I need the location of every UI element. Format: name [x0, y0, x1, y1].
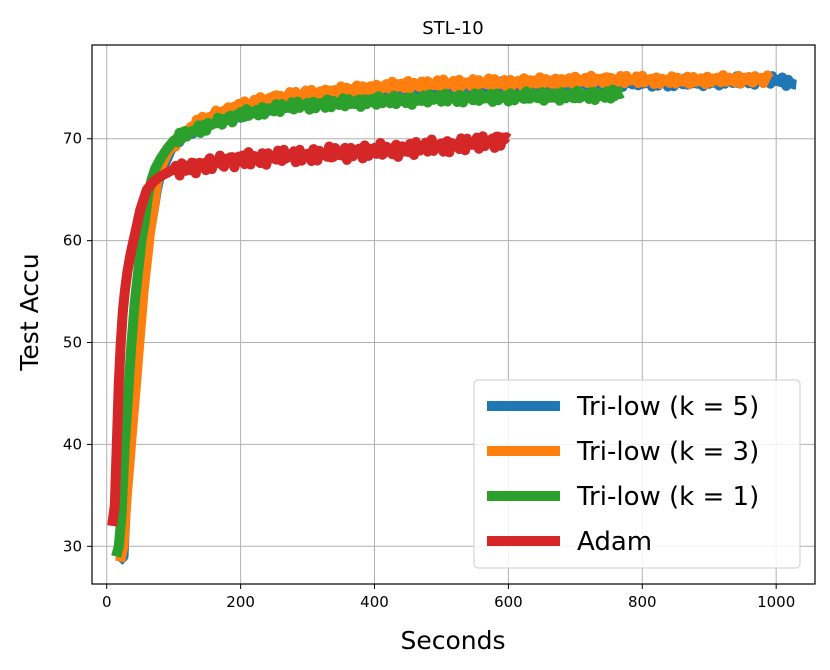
y-tick-label: 30 [63, 537, 82, 555]
x-tick-label: 200 [226, 593, 255, 611]
legend: Tri-low (k = 5) Tri-low (k = 3) Tri-low (k… [473, 379, 801, 569]
y-tick-label: 70 [63, 130, 82, 148]
y-axis-title: Test Accu [15, 253, 44, 371]
x-tick-label: 800 [628, 593, 657, 611]
x-tick-label: 600 [494, 593, 523, 611]
legend-label: Tri-low (k = 1) [576, 482, 759, 512]
legend-box [473, 379, 801, 569]
series-line [111, 84, 626, 558]
x-axis-title: Seconds [400, 626, 505, 655]
x-tick-label: 1000 [757, 593, 795, 611]
chart-title: STL-10 [422, 18, 484, 39]
y-tick-label: 50 [63, 334, 82, 352]
series-lines [107, 70, 800, 565]
legend-label: Tri-low (k = 3) [576, 437, 759, 467]
x-tick-label: 400 [360, 593, 389, 611]
y-tick-label: 60 [63, 232, 82, 250]
x-tick-label: 0 [102, 593, 112, 611]
y-tick-label: 40 [63, 435, 82, 453]
series-line [107, 131, 512, 527]
legend-label: Tri-low (k = 5) [576, 392, 759, 422]
legend-label: Adam [577, 527, 652, 557]
series-line [115, 70, 774, 563]
axis-ticks: 0 200 400 600 800 1000 30 40 50 60 70 [63, 130, 795, 611]
plot-frame [91, 44, 816, 585]
